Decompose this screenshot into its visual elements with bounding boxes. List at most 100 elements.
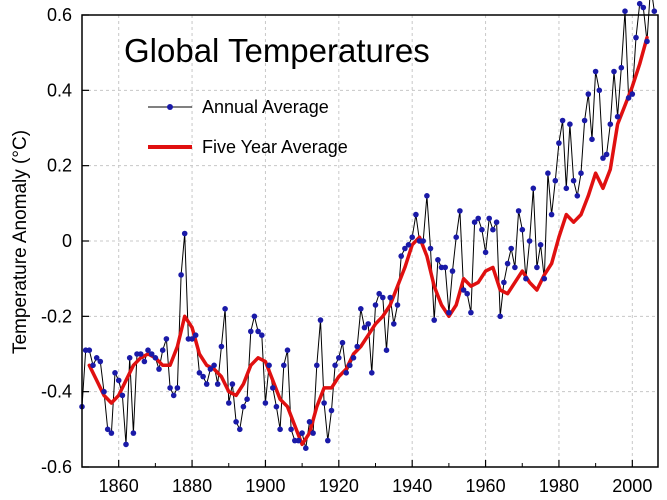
annual-point (248, 328, 254, 335)
annual-point (130, 430, 137, 436)
annual-point (244, 396, 250, 403)
annual-point (123, 441, 129, 448)
annual-point (240, 403, 247, 410)
annual-point (607, 121, 614, 127)
plot-frame (81, 14, 659, 468)
annual-point (512, 264, 518, 271)
annual-point (321, 400, 327, 406)
annual-point (226, 400, 232, 406)
annual-point (284, 347, 291, 354)
x-tick-label: 1940 (392, 476, 432, 496)
annual-point (526, 238, 533, 244)
annual-point (86, 347, 93, 354)
annual-point (299, 430, 305, 436)
legend-label-annual: Annual Average (202, 97, 329, 117)
annual-point (281, 362, 287, 369)
annual-point (303, 445, 309, 452)
annual-point (332, 362, 338, 369)
annual-point (578, 170, 584, 176)
annual-point (490, 226, 496, 233)
annual-point (431, 317, 438, 323)
chart-title: Global Temperatures (124, 32, 430, 69)
annual-point (277, 426, 283, 433)
annual-point (486, 215, 493, 222)
axes: 1860 1880 1900 1920 1940 1960 1980 2000 -0.6 -0.4… (41, 5, 652, 496)
annual-point (255, 328, 261, 335)
annual-point (424, 193, 430, 199)
y-tick-label: 0.6 (47, 5, 72, 25)
annual-point (152, 355, 159, 361)
annual-point (328, 407, 335, 414)
annual-point (523, 275, 529, 282)
x-tick-label: 1980 (539, 476, 579, 496)
annual-point (214, 381, 221, 387)
annual-point (218, 343, 225, 350)
annual-point (625, 95, 632, 101)
annual-point (530, 185, 537, 192)
annual-point (93, 355, 100, 361)
annual-point (559, 117, 566, 124)
annual-point (192, 332, 199, 339)
annual-point (310, 430, 316, 436)
annual-point (475, 215, 482, 222)
annual-point (126, 355, 133, 361)
annual-point (460, 287, 467, 293)
annual-point (336, 355, 342, 361)
annual-point (600, 155, 606, 161)
five-year-average-line (87, 35, 649, 447)
x-tick-label: 1860 (99, 476, 139, 496)
annual-point (574, 193, 581, 199)
annual-point (339, 339, 346, 346)
annual-point (365, 321, 372, 327)
annual-point (482, 249, 489, 256)
annual-point (270, 385, 276, 391)
annual-point (141, 358, 148, 365)
annual-point (391, 321, 397, 327)
annual-point (137, 351, 144, 357)
annual-point (405, 242, 412, 248)
x-tick-label: 1900 (245, 476, 285, 496)
annual-point (537, 242, 544, 248)
annual-point (207, 366, 214, 372)
annual-point (464, 290, 471, 297)
annual-point (515, 208, 522, 214)
x-tick-label: 1920 (319, 476, 359, 496)
annual-point (259, 332, 265, 339)
annual-point (108, 430, 115, 436)
annual-point (354, 343, 361, 350)
y-tick-label: 0.4 (47, 80, 72, 100)
legend: Annual Average Five Year Average (148, 97, 348, 157)
annual-point (449, 268, 456, 274)
annual-point (541, 275, 548, 282)
annual-point (203, 381, 210, 387)
y-tick-label: 0 (62, 231, 72, 251)
annual-point (585, 91, 592, 97)
annual-point (159, 347, 166, 354)
annual-point (548, 211, 555, 218)
annual-point (372, 302, 379, 308)
annual-point (115, 377, 122, 384)
annual-point (589, 136, 595, 143)
annual-point (343, 370, 350, 376)
x-tick-label: 1880 (172, 476, 212, 496)
annual-point (563, 185, 570, 192)
annual-point (376, 290, 383, 297)
annual-point (519, 226, 526, 233)
annual-point (427, 245, 434, 252)
annual-point (651, 8, 658, 14)
annual-point (479, 226, 485, 233)
annual-point (200, 373, 206, 380)
y-tick-label: -0.6 (41, 457, 72, 477)
annual-point (90, 362, 96, 369)
annual-point (420, 238, 427, 244)
annual-point (387, 294, 394, 301)
annual-point (178, 272, 184, 278)
annual-point (325, 437, 331, 444)
grid (82, 15, 658, 467)
annual-point (266, 362, 272, 369)
annual-point (633, 34, 639, 41)
annual-point (229, 381, 236, 387)
y-tick-label: 0.2 (47, 156, 72, 176)
